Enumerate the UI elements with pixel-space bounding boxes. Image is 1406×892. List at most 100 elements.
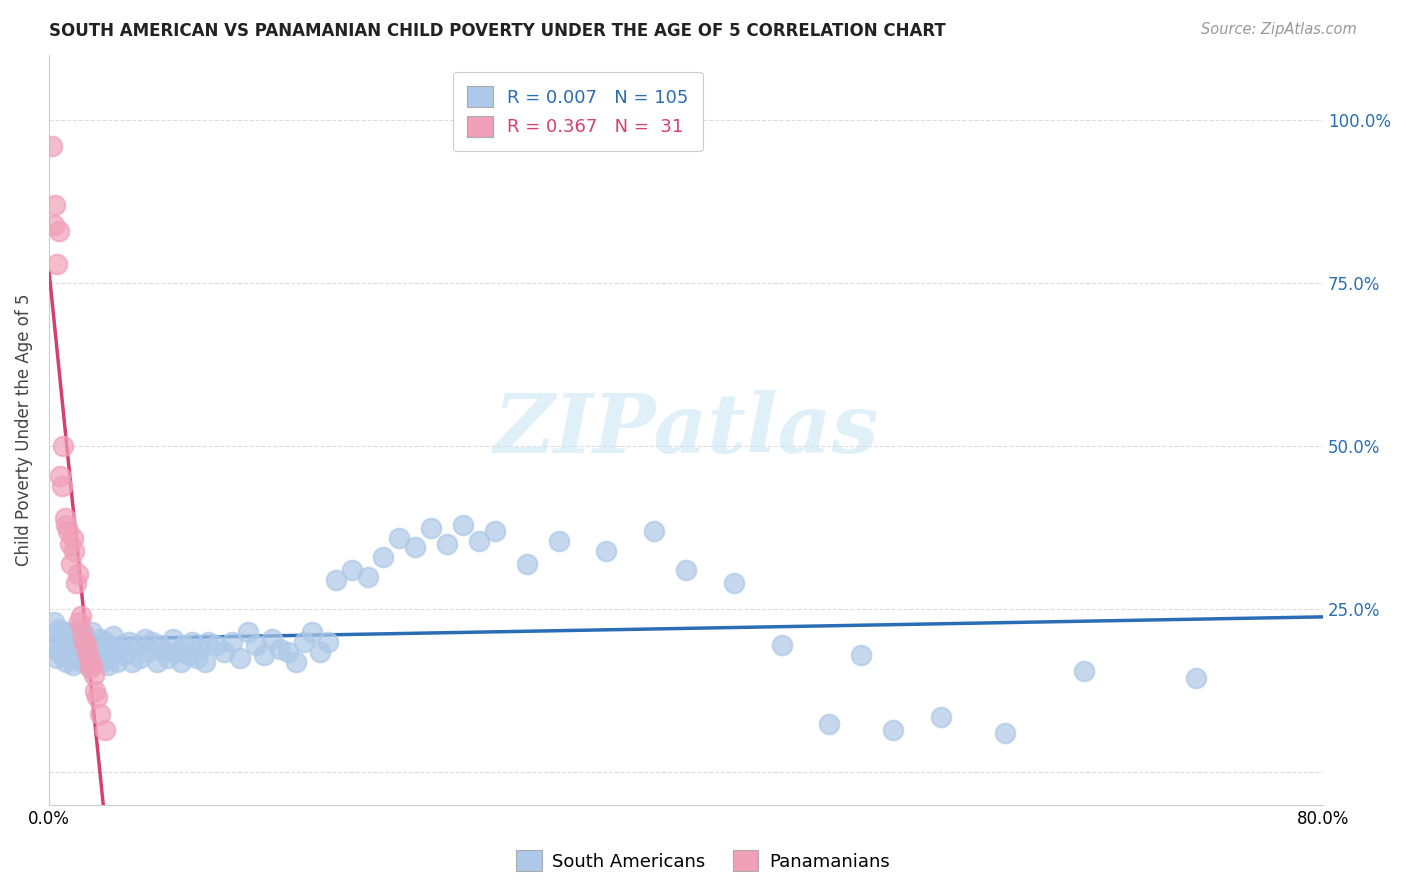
Point: [1184, 671, 1206, 685]
Point: [260, 632, 283, 646]
Point: [170, 655, 193, 669]
Point: [48, 622, 70, 636]
Point: [45, 257, 67, 271]
Point: [547, 533, 569, 548]
Point: [60, 638, 83, 652]
Point: [80, 625, 103, 640]
Point: [436, 537, 458, 551]
Point: [194, 655, 217, 669]
Point: [388, 531, 411, 545]
Point: [245, 638, 267, 652]
Point: [83, 667, 105, 681]
Point: [87, 651, 110, 665]
Point: [98, 638, 121, 652]
Point: [69, 609, 91, 624]
Point: [356, 570, 378, 584]
Point: [229, 651, 252, 665]
Point: [91, 641, 114, 656]
Point: [65, 651, 87, 665]
Point: [93, 723, 115, 737]
Point: [96, 651, 118, 665]
Point: [308, 645, 330, 659]
Point: [75, 645, 97, 659]
Point: [157, 651, 180, 665]
Point: [69, 635, 91, 649]
Point: [484, 524, 506, 539]
Point: [770, 638, 793, 652]
Point: [316, 635, 339, 649]
Point: [107, 655, 129, 669]
Point: [136, 645, 159, 659]
Point: [77, 651, 100, 665]
Point: [723, 576, 745, 591]
Point: [292, 635, 315, 649]
Point: [76, 651, 98, 665]
Point: [373, 550, 395, 565]
Point: [52, 638, 75, 652]
Point: [80, 657, 103, 672]
Point: [205, 638, 228, 652]
Point: [52, 439, 75, 453]
Point: [62, 657, 84, 672]
Point: [89, 632, 111, 646]
Point: [125, 638, 148, 652]
Point: [112, 648, 135, 662]
Point: [45, 651, 67, 665]
Point: [51, 478, 73, 492]
Point: [62, 628, 84, 642]
Point: [83, 648, 105, 662]
Point: [197, 635, 219, 649]
Point: [60, 557, 83, 571]
Point: [75, 638, 97, 652]
Point: [882, 723, 904, 737]
Point: [468, 533, 491, 548]
Point: [104, 645, 127, 659]
Point: [851, 648, 873, 662]
Point: [110, 638, 132, 652]
Point: [643, 524, 665, 539]
Point: [301, 625, 323, 640]
Point: [55, 655, 77, 669]
Point: [55, 517, 77, 532]
Point: [451, 517, 474, 532]
Point: [51, 648, 73, 662]
Point: [675, 563, 697, 577]
Point: [59, 648, 82, 662]
Point: [149, 638, 172, 652]
Point: [86, 690, 108, 705]
Point: [44, 638, 66, 652]
Point: [929, 710, 952, 724]
Point: [212, 645, 235, 659]
Point: [188, 641, 211, 656]
Point: [65, 576, 87, 591]
Point: [79, 657, 101, 672]
Point: [66, 566, 89, 581]
Point: [41, 139, 63, 153]
Point: [253, 648, 276, 662]
Point: [59, 537, 82, 551]
Point: [101, 628, 124, 642]
Point: [72, 625, 94, 640]
Point: [77, 635, 100, 649]
Point: [42, 218, 65, 232]
Text: Source: ZipAtlas.com: Source: ZipAtlas.com: [1201, 22, 1357, 37]
Point: [48, 645, 70, 659]
Point: [67, 615, 90, 630]
Point: [277, 645, 299, 659]
Point: [45, 628, 67, 642]
Point: [72, 655, 94, 669]
Point: [63, 543, 86, 558]
Point: [66, 625, 89, 640]
Point: [165, 645, 187, 659]
Point: [179, 648, 201, 662]
Point: [67, 645, 90, 659]
Point: [84, 684, 107, 698]
Point: [73, 628, 96, 642]
Point: [49, 635, 72, 649]
Point: [49, 468, 72, 483]
Point: [269, 641, 291, 656]
Point: [93, 635, 115, 649]
Legend: R = 0.007   N = 105, R = 0.367   N =  31: R = 0.007 N = 105, R = 0.367 N = 31: [453, 71, 703, 152]
Point: [1073, 665, 1095, 679]
Point: [90, 655, 112, 669]
